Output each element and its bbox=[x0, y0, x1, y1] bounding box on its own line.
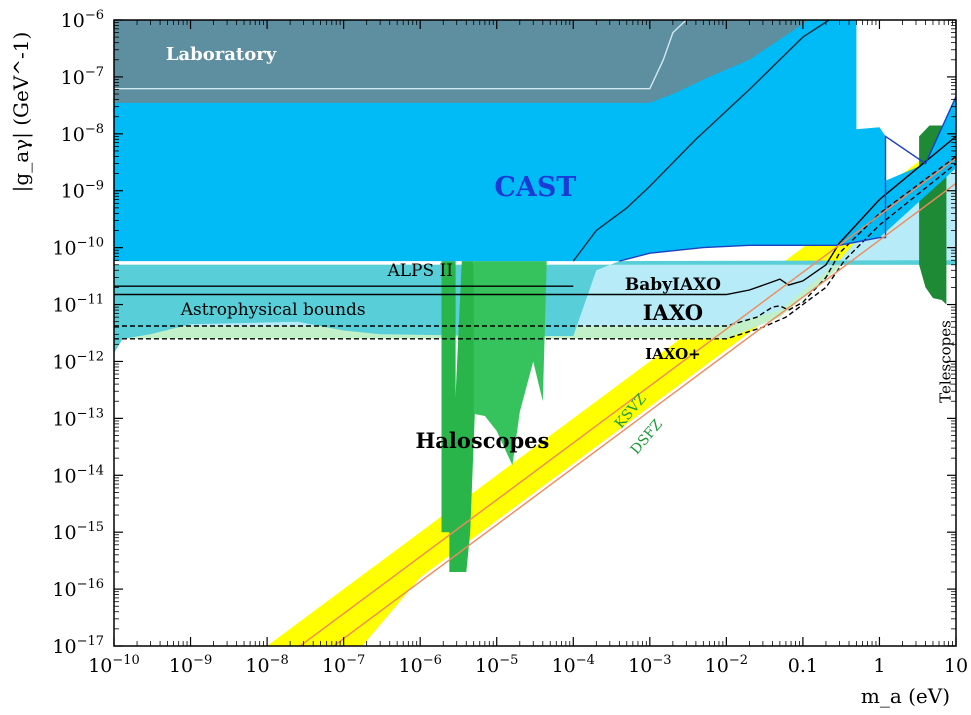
x-tick-label: 10−7 bbox=[322, 653, 365, 677]
label-haloscopes: Haloscopes bbox=[415, 428, 549, 453]
curve-iaxo bbox=[114, 155, 956, 327]
label-telescopes: Telescopes bbox=[937, 320, 955, 403]
x-tick-label: 10−3 bbox=[628, 653, 671, 677]
x-tick-label: 10−2 bbox=[705, 653, 748, 677]
y-tick-label: 10−16 bbox=[52, 577, 104, 601]
x-tick-label: 0.1 bbox=[788, 655, 818, 677]
y-axis-label: |g_aγ| (GeV^-1) bbox=[9, 32, 34, 193]
x-tick-label: 1 bbox=[873, 655, 885, 677]
y-tick-label: 10−8 bbox=[61, 122, 104, 146]
x-axis-label: m_a (eV) bbox=[861, 684, 950, 708]
label-astrophysical-bounds: Astrophysical bounds bbox=[180, 300, 366, 320]
label-iaxo: IAXO+ bbox=[645, 345, 701, 363]
label-babyiaxo: BabyIAXO bbox=[625, 275, 721, 295]
x-tick-label: 10−9 bbox=[169, 653, 212, 677]
curve-dsfz bbox=[333, 182, 956, 646]
region-haloscopes-high-mass bbox=[473, 261, 547, 466]
y-tick-label: 10−14 bbox=[52, 463, 104, 487]
y-tick-label: 10−7 bbox=[61, 65, 104, 89]
x-tick-label: 10−6 bbox=[399, 653, 442, 677]
region-laboratory bbox=[114, 20, 809, 103]
plot-frame bbox=[113, 19, 957, 647]
x-tick-label: 10−8 bbox=[245, 653, 288, 677]
y-tick-label: 10−12 bbox=[52, 349, 104, 373]
y-tick-label: 10−15 bbox=[52, 520, 104, 544]
label-alps-ii: ALPS II bbox=[386, 261, 453, 281]
y-tick-label: 10−11 bbox=[52, 293, 104, 317]
x-tick-label: 10 bbox=[944, 655, 968, 677]
curve-babyiaxo bbox=[114, 135, 956, 296]
curve-ksvz bbox=[299, 157, 956, 646]
x-tick-label: 10−10 bbox=[88, 653, 140, 677]
label-laboratory: Laboratory bbox=[166, 44, 277, 65]
region-haloscopes-admx-band bbox=[441, 261, 456, 533]
label-iaxo: IAXO bbox=[643, 300, 703, 325]
x-tick-label: 10−4 bbox=[552, 653, 595, 677]
y-tick-label: 10−10 bbox=[52, 236, 104, 260]
curve-cast-edge bbox=[619, 96, 956, 262]
x-tick-label: 10−5 bbox=[475, 653, 518, 677]
label-cast: CAST bbox=[494, 172, 576, 203]
y-tick-label: 10−6 bbox=[61, 8, 104, 32]
sensitivity-curves bbox=[114, 20, 956, 646]
curve-laboratory-edge bbox=[114, 20, 687, 90]
y-tick-label: 10−9 bbox=[61, 179, 104, 203]
y-tick-label: 10−13 bbox=[52, 406, 104, 430]
curve-cast-thin-line bbox=[572, 20, 830, 262]
curve-iaxo bbox=[114, 163, 956, 340]
exclusion-regions bbox=[114, 20, 956, 646]
